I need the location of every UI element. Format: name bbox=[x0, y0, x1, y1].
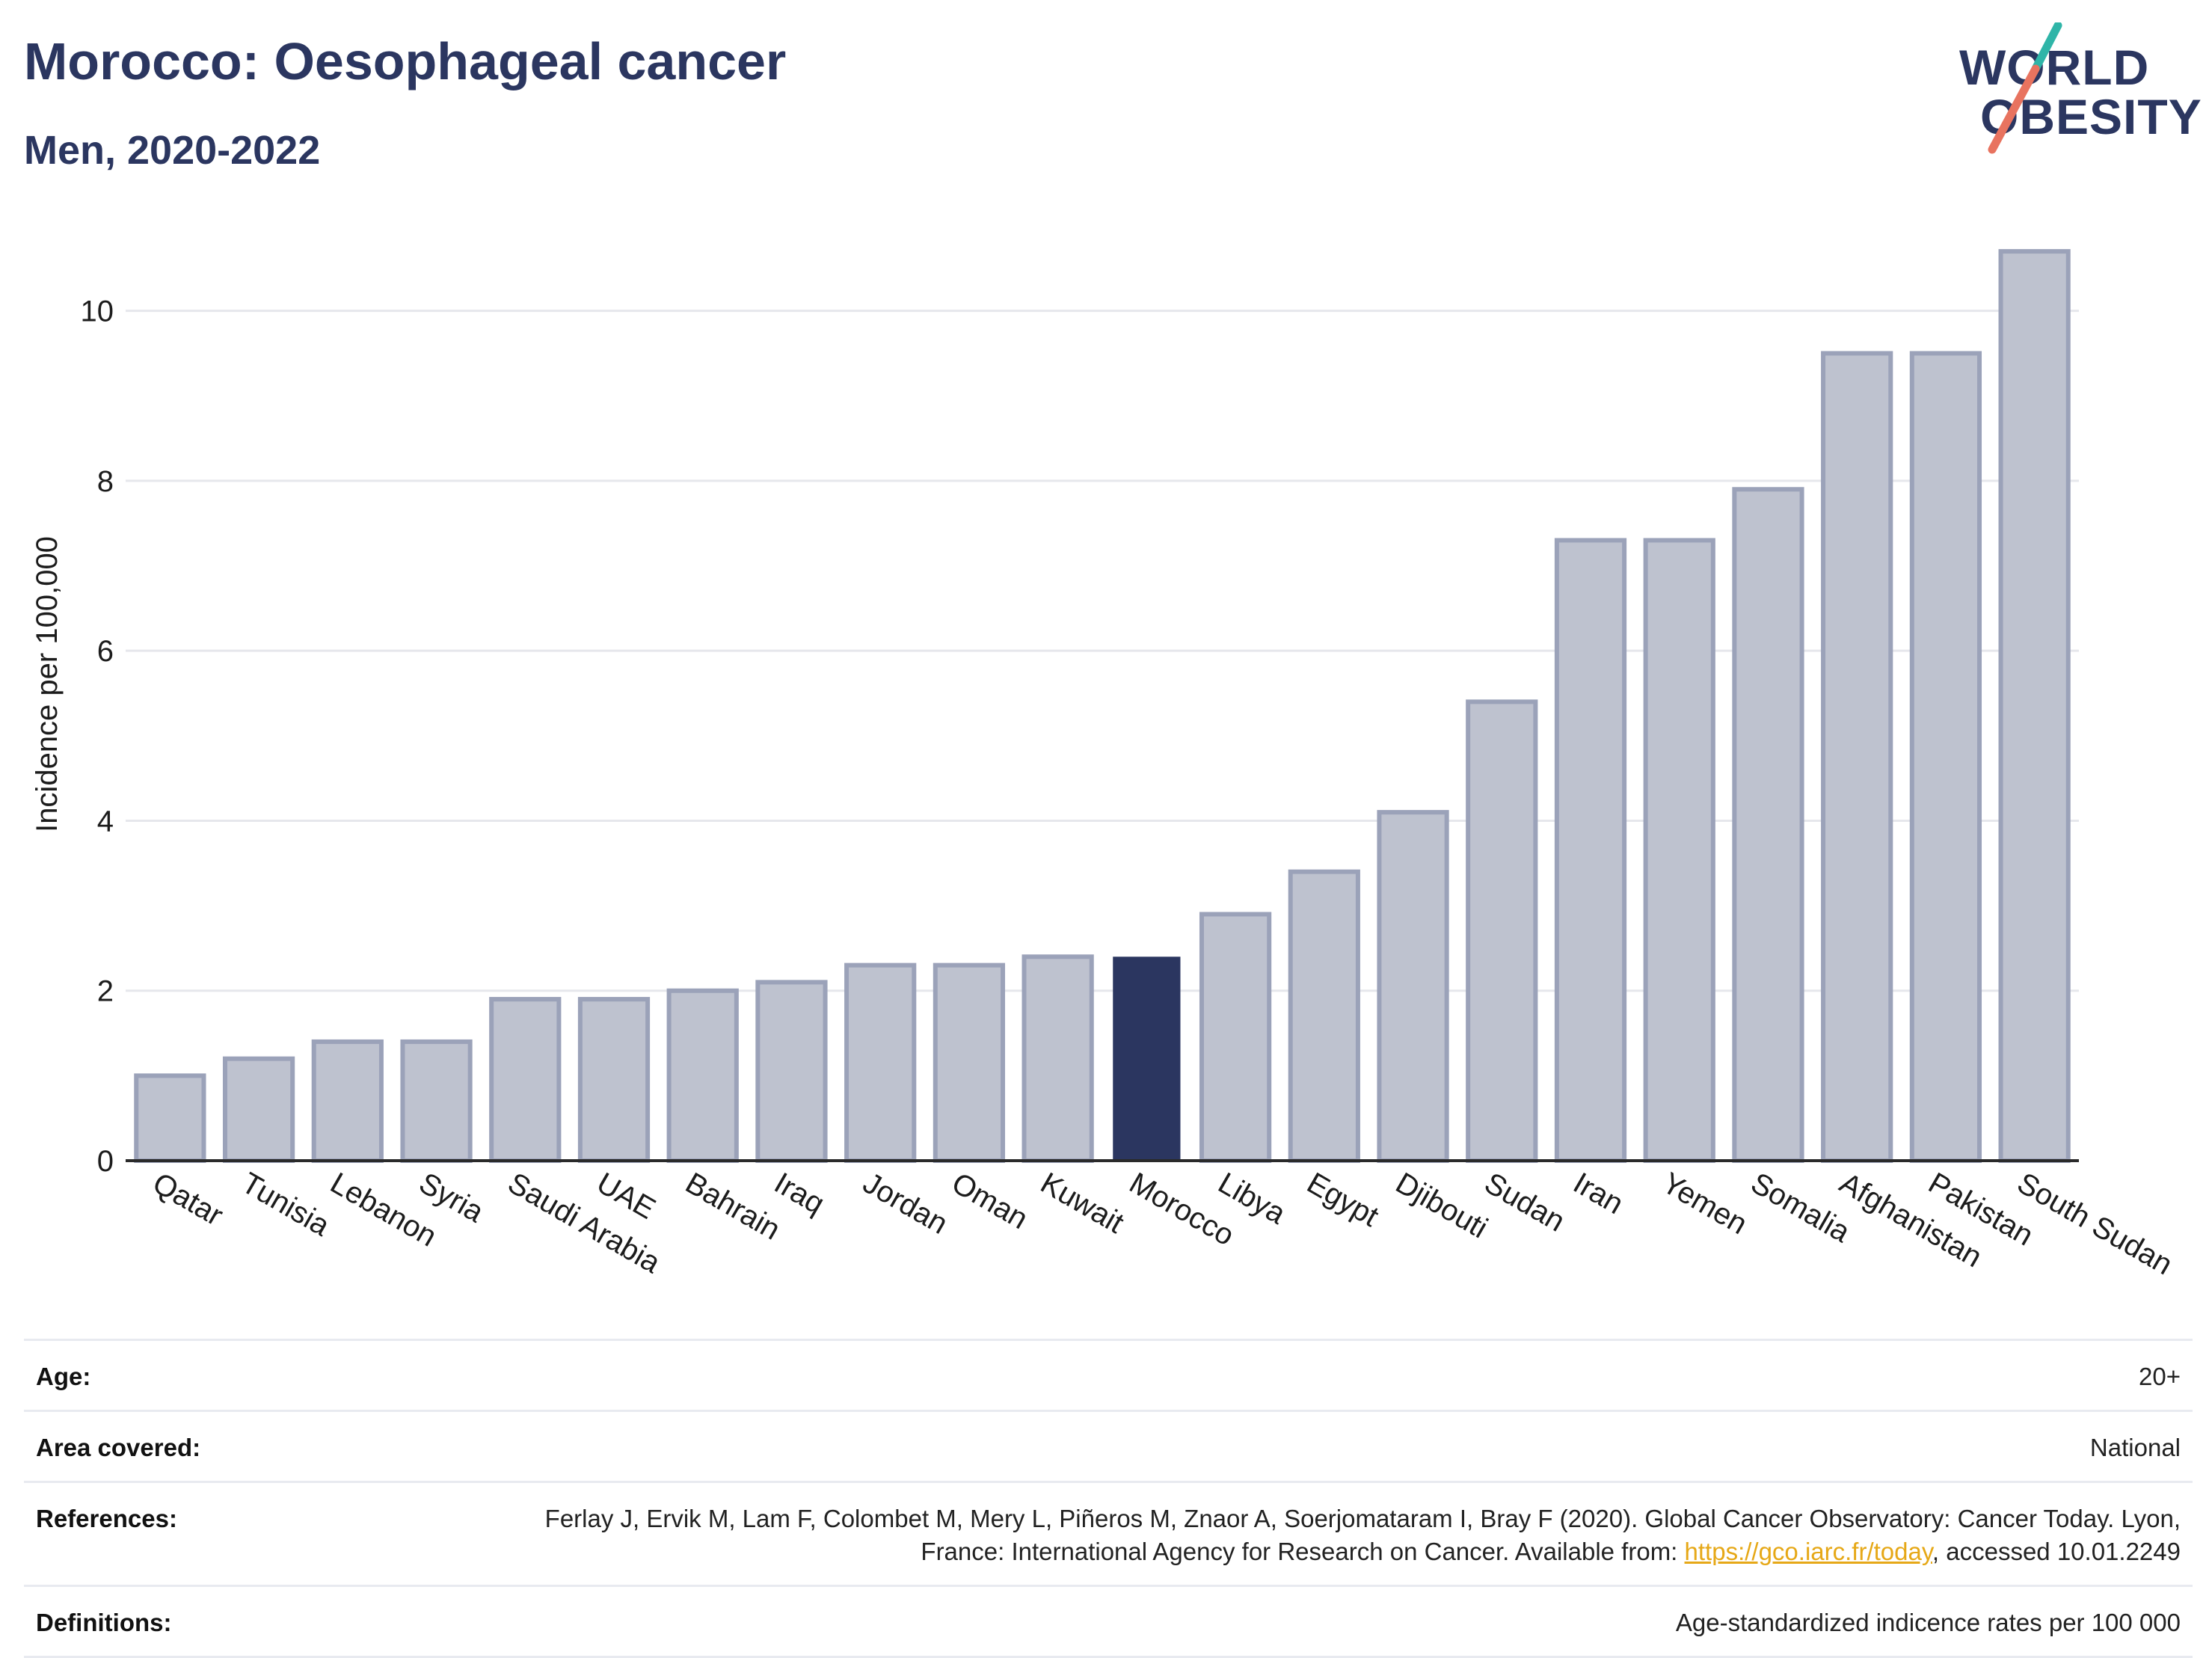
page-subtitle: Men, 2020-2022 bbox=[24, 128, 321, 173]
area-value: National bbox=[2089, 1434, 2181, 1461]
x-tick-label: Djibouti bbox=[1390, 1167, 1493, 1245]
bar-djibouti bbox=[1377, 810, 1449, 1164]
bar-libya bbox=[1199, 912, 1272, 1164]
x-tick-label: Kuwait bbox=[1035, 1167, 1129, 1240]
references-text: Ferlay J, Ervik M, Lam F, Colombet M, Me… bbox=[544, 1505, 2181, 1565]
x-tick-label: Somalia bbox=[1745, 1167, 1856, 1250]
definitions-label: Definitions: bbox=[36, 1609, 172, 1636]
x-tick-label: Iraq bbox=[769, 1167, 830, 1221]
references-link[interactable]: https://gco.iarc.fr/today bbox=[1684, 1538, 1932, 1565]
x-tick-label: Sudan bbox=[1479, 1167, 1570, 1238]
y-tick-label: 10 bbox=[81, 295, 114, 328]
info-row-references: References: Ferlay J, Ervik M, Lam F, Co… bbox=[24, 1481, 2193, 1585]
x-tick-label: Iran bbox=[1568, 1167, 1629, 1221]
bar-saudi-arabia bbox=[489, 997, 562, 1164]
page-title: Morocco: Oesophageal cancer bbox=[24, 32, 787, 90]
y-axis-title: Incidence per 100,000 bbox=[31, 536, 64, 832]
y-tick-label: 6 bbox=[97, 635, 114, 668]
info-row-definitions: Definitions: Age-standardized indicence … bbox=[24, 1585, 2193, 1658]
bar-uae bbox=[577, 997, 651, 1164]
info-table: Age: 20+ Area covered: National Referenc… bbox=[24, 1339, 2193, 1658]
bar-south-sudan bbox=[1998, 249, 2071, 1163]
bar-sudan bbox=[1466, 699, 1538, 1163]
x-tick-label: Yemen bbox=[1656, 1167, 1753, 1241]
references-accessed: , accessed 10.01.2249 bbox=[1932, 1538, 2181, 1565]
logo-text-line1: WORLD bbox=[1959, 40, 2150, 95]
y-tick-label: 0 bbox=[97, 1145, 114, 1178]
bar-bahrain bbox=[666, 988, 739, 1164]
bar-jordan bbox=[844, 962, 917, 1163]
y-tick-label: 8 bbox=[97, 465, 114, 498]
references-value: Ferlay J, Ervik M, Lam F, Colombet M, Me… bbox=[461, 1502, 2181, 1568]
bar-syria bbox=[400, 1039, 473, 1163]
logo-slash-icon bbox=[1988, 22, 2062, 154]
info-row-area: Area covered: National bbox=[24, 1410, 2193, 1481]
bar-oman bbox=[933, 962, 1006, 1163]
bar-afghanistan bbox=[1821, 351, 1893, 1163]
bar-lebanon bbox=[311, 1039, 384, 1163]
x-tick-label: Jordan bbox=[858, 1167, 953, 1241]
bar-tunisia bbox=[222, 1056, 295, 1163]
bar-morocco bbox=[1113, 957, 1181, 1161]
y-tick-label: 2 bbox=[97, 975, 114, 1008]
area-label: Area covered: bbox=[36, 1434, 201, 1461]
definitions-value: Age-standardized indicence rates per 100… bbox=[1675, 1609, 2181, 1636]
bar-egypt bbox=[1288, 869, 1360, 1163]
bar-pakistan bbox=[1909, 351, 1982, 1163]
bar-qatar bbox=[134, 1073, 206, 1164]
y-tick-label: 4 bbox=[97, 805, 114, 838]
info-row-age: Age: 20+ bbox=[24, 1339, 2193, 1410]
references-label: References: bbox=[36, 1505, 177, 1532]
world-obesity-logo: WORLD OBESITY bbox=[1959, 22, 2202, 157]
x-tick-label: Qatar bbox=[147, 1167, 229, 1232]
bar-somalia bbox=[1732, 487, 1804, 1163]
x-tick-label: Bahrain bbox=[680, 1167, 785, 1247]
x-tick-label: Tunisia bbox=[236, 1167, 336, 1243]
age-value: 20+ bbox=[2139, 1363, 2181, 1390]
x-tick-label: Oman bbox=[946, 1167, 1033, 1236]
age-label: Age: bbox=[36, 1363, 91, 1390]
bar-yemen bbox=[1643, 538, 1715, 1163]
bars-layer bbox=[134, 249, 2071, 1164]
bar-kuwait bbox=[1021, 954, 1094, 1163]
x-tick-label: Egypt bbox=[1301, 1167, 1384, 1233]
bar-iraq bbox=[755, 980, 828, 1164]
logo-slash-coral bbox=[1988, 64, 2040, 154]
logo-slash-teal bbox=[2031, 22, 2062, 73]
bar-iran bbox=[1554, 538, 1627, 1163]
